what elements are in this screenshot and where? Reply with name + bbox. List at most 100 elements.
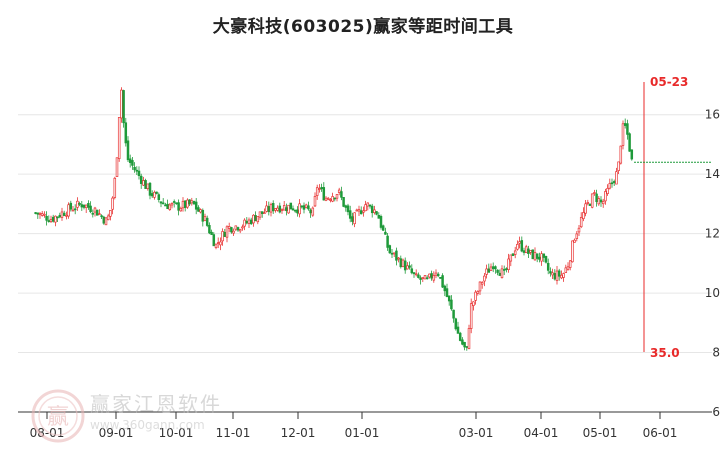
candle-body-252	[588, 203, 592, 206]
candle-body-175	[419, 277, 422, 280]
candle-body-243	[568, 260, 572, 268]
candle-body-209	[494, 266, 497, 270]
candle-body-54	[153, 191, 156, 198]
candle-body-253	[590, 193, 594, 208]
candle-body-117	[291, 208, 295, 211]
candle-body-177	[423, 275, 427, 280]
candle-body-251	[586, 202, 590, 204]
candle-body-51	[146, 183, 150, 189]
candle-body-108	[271, 203, 275, 212]
candle-body-234	[549, 271, 552, 274]
candle-body-98	[249, 219, 253, 225]
candle-body-214	[505, 268, 508, 271]
candle-body-206	[487, 268, 491, 273]
candle-body-2	[38, 213, 42, 215]
watermark-seal-icon: 赢	[31, 389, 85, 443]
candle-body-57	[159, 201, 163, 204]
candle-body-60	[166, 203, 169, 210]
candle-body-86	[223, 231, 227, 237]
candle-body-223	[524, 246, 528, 253]
candle-body-8	[51, 216, 55, 222]
candle-body-13	[62, 212, 66, 216]
candle-body-127	[313, 196, 317, 207]
candle-body-78	[205, 217, 209, 226]
candle-body-161	[388, 245, 392, 254]
candle-body-106	[267, 206, 271, 213]
candle-body-215	[507, 258, 510, 270]
candle-body-67	[181, 200, 185, 209]
y-tick-label-12: 12	[705, 227, 720, 241]
candle-body-241	[564, 267, 568, 273]
watermark-name: 赢家江恩软件	[90, 392, 222, 416]
candle-body-82	[214, 243, 218, 248]
candle-body-229	[538, 256, 541, 260]
candle-body-197	[467, 328, 471, 349]
candle-body-143	[348, 210, 352, 219]
candle-body-166	[399, 258, 403, 268]
marker-label-top: 05-23	[650, 75, 688, 89]
candle-body-4	[43, 213, 46, 216]
candle-body-21	[80, 204, 84, 208]
candle-body-135	[331, 196, 334, 202]
candle-body-260	[606, 188, 609, 194]
candle-body-77	[203, 216, 207, 222]
y-tick-label-6: 6	[712, 405, 720, 419]
candle-body-12	[60, 211, 64, 218]
candle-body-236	[553, 273, 557, 280]
candle-body-7	[49, 219, 53, 222]
candle-body-204	[483, 275, 486, 282]
candle-body-172	[412, 272, 416, 275]
candle-body-81	[212, 234, 216, 247]
candle-body-167	[401, 259, 405, 267]
candle-body-85	[221, 231, 224, 242]
candle-body-230	[540, 253, 543, 262]
candle-body-1	[36, 212, 40, 215]
candle-body-170	[408, 265, 411, 268]
candle-body-107	[269, 204, 273, 213]
grid-lines	[18, 114, 712, 413]
candle-body-265	[617, 161, 620, 171]
candle-body-66	[179, 208, 183, 212]
candle-body-23	[84, 204, 88, 209]
candle-body-195	[463, 341, 466, 348]
candle-body-90	[232, 230, 235, 234]
candle-body-105	[265, 205, 268, 212]
candle-body-109	[274, 208, 277, 211]
candle-body-40	[122, 90, 125, 124]
candle-body-17	[71, 209, 75, 212]
candle-body-140	[342, 197, 345, 207]
candle-body-128	[315, 187, 319, 196]
candle-body-182	[434, 272, 438, 276]
candle-body-146	[355, 209, 359, 212]
candle-body-26	[91, 212, 95, 215]
candle-body-129	[318, 188, 321, 190]
candle-body-271	[630, 149, 634, 160]
x-tick-label-11-01: 11-01	[216, 426, 251, 440]
candle-body-35	[111, 197, 114, 210]
candle-body-237	[555, 270, 559, 281]
candle-body-58	[161, 202, 165, 205]
candle-body-148	[359, 210, 363, 215]
candle-body-180	[430, 273, 433, 279]
candle-body-113	[282, 205, 286, 211]
candle-body-217	[511, 253, 515, 257]
candle-body-186	[443, 285, 447, 292]
candle-body-235	[551, 272, 554, 276]
candle-body-191	[454, 318, 458, 330]
candle-body-83	[216, 242, 220, 244]
candle-body-120	[298, 203, 301, 215]
candle-body-133	[326, 197, 330, 200]
candle-body-122	[302, 205, 306, 210]
candle-body-189	[450, 299, 453, 310]
candle-body-203	[480, 282, 484, 285]
candle-body-63	[172, 201, 176, 203]
candle-body-201	[476, 291, 480, 294]
candle-body-99	[252, 214, 255, 224]
candle-body-220	[518, 241, 521, 244]
candle-body-267	[621, 123, 625, 146]
candle-body-20	[78, 203, 81, 205]
candle-body-52	[148, 182, 152, 196]
candle-body-227	[533, 252, 537, 261]
